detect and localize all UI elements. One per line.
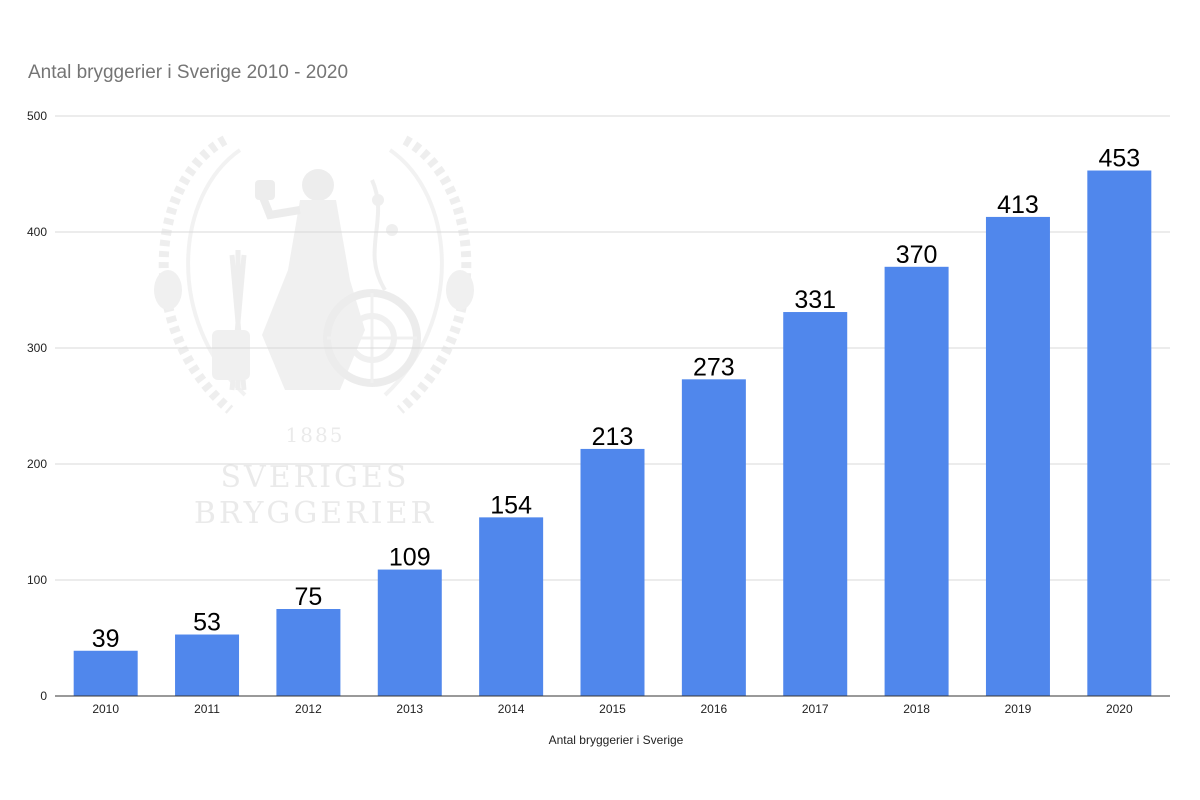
y-tick-label: 400 [27, 225, 47, 239]
watermark-year: 1885 [286, 423, 345, 447]
data-label-2012: 75 [295, 583, 323, 611]
x-tick-label-2017: 2017 [802, 702, 829, 716]
data-label-2018: 370 [896, 241, 938, 269]
x-tick-label-2010: 2010 [92, 702, 119, 716]
bar-2019 [985, 216, 1050, 697]
y-tick-label: 300 [27, 341, 47, 355]
chart-title: Antal bryggerier i Sverige 2010 - 2020 [28, 62, 349, 83]
x-tick-label-2018: 2018 [903, 702, 930, 716]
x-tick-label-2013: 2013 [396, 702, 423, 716]
bar-2015 [580, 448, 645, 696]
data-label-2017: 331 [794, 286, 836, 314]
bar-2012 [276, 609, 341, 696]
x-axis-tick-labels: 2010 2011 2012 2013 2014 2015 2016 2017 2018 2019… [92, 702, 1133, 716]
y-axis-tick-labels: 0 100 200 300 400 500 [27, 109, 47, 703]
watermark-line1: SVERIGES [221, 460, 410, 495]
bar-data-labels: 39 53 75 109 154 213 273 331 370 413 453 [92, 145, 1140, 653]
x-tick-label-2020: 2020 [1106, 702, 1133, 716]
x-tick-label-2014: 2014 [498, 702, 525, 716]
data-label-2016: 273 [693, 353, 735, 381]
x-tick-label-2019: 2019 [1005, 702, 1032, 716]
bar-2013 [377, 569, 442, 696]
data-label-2020: 453 [1098, 145, 1140, 173]
bar-2014 [479, 517, 544, 696]
data-label-2013: 109 [389, 544, 431, 572]
data-label-2010: 39 [92, 625, 120, 653]
bar-series [73, 170, 1152, 697]
x-tick-label-2012: 2012 [295, 702, 322, 716]
data-label-2011: 53 [193, 609, 221, 637]
data-label-2014: 154 [490, 491, 532, 519]
y-tick-label: 0 [40, 689, 47, 703]
x-axis-title: Antal bryggerier i Sverige [548, 733, 684, 747]
x-tick-label-2016: 2016 [701, 702, 728, 716]
watermark-line2: BRYGGERIER [194, 496, 436, 531]
bar-2018 [884, 266, 949, 696]
bar-2011 [175, 634, 240, 696]
data-label-2019: 413 [997, 191, 1039, 219]
data-label-2015: 213 [592, 423, 634, 451]
bar-2010 [73, 650, 138, 696]
y-tick-label: 100 [27, 573, 47, 587]
y-tick-label: 200 [27, 457, 47, 471]
x-tick-label-2011: 2011 [194, 702, 220, 716]
bar-2017 [783, 312, 848, 696]
x-tick-label-2015: 2015 [599, 702, 626, 716]
y-tick-label: 500 [27, 109, 47, 123]
bar-2016 [681, 379, 746, 696]
sveriges-bryggerier-watermark-logo: 1885 SVERIGES BRYGGERIER [154, 135, 474, 531]
bar-2020 [1087, 170, 1152, 696]
